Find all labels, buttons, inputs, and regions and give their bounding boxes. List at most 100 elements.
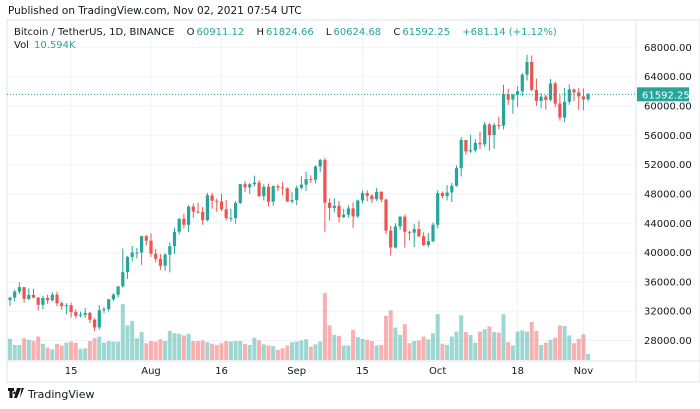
open-label: O	[186, 27, 195, 38]
volume-bar	[332, 334, 337, 360]
high-value: 61824.66	[265, 27, 314, 38]
volume-bar	[327, 325, 332, 360]
candle	[577, 88, 581, 110]
volume-bar	[379, 344, 384, 360]
volume-bar	[431, 333, 435, 360]
candle	[234, 201, 238, 224]
candle-body	[398, 216, 402, 227]
candle-body	[530, 62, 534, 90]
candle-body	[163, 254, 167, 266]
volume-bar	[116, 341, 121, 360]
tradingview-footer[interactable]: TradingView	[8, 388, 94, 401]
volume-bar	[196, 341, 200, 360]
candle-body	[8, 297, 12, 300]
candle-body	[229, 218, 233, 220]
candle-body	[389, 230, 393, 248]
candle-body	[31, 294, 36, 298]
candle	[506, 88, 510, 105]
symbol-title: Bitcoin / TetherUS, 1D, BINANCE	[14, 27, 175, 38]
candle	[534, 78, 538, 106]
candle-body	[469, 150, 473, 152]
candle-body	[196, 211, 200, 213]
candle	[219, 193, 224, 212]
volume-bar	[45, 347, 50, 360]
candle	[309, 175, 313, 183]
candle	[229, 208, 233, 222]
candle-body	[558, 103, 562, 118]
volume-bar	[313, 344, 318, 360]
candle-body	[520, 74, 524, 92]
candle-body	[337, 205, 341, 218]
vol-label: Vol	[14, 40, 29, 51]
volume-bar	[22, 338, 27, 360]
volume-bar	[120, 304, 125, 360]
candle-body	[563, 101, 567, 118]
candle-body	[365, 193, 369, 196]
candle-body	[168, 246, 172, 255]
candle	[365, 190, 369, 202]
candle-body	[158, 258, 162, 266]
volume-bar	[130, 320, 135, 360]
candle-body	[276, 186, 280, 188]
candle	[36, 297, 40, 311]
candle-body	[60, 303, 64, 306]
candle	[163, 252, 167, 271]
candle-body	[426, 241, 430, 246]
candle	[149, 233, 153, 257]
volume-bar	[365, 339, 370, 360]
volume-bar	[238, 341, 243, 360]
volume-bar	[64, 342, 69, 360]
candle	[459, 137, 463, 177]
volume-bar	[285, 345, 290, 360]
volume-bar	[210, 343, 215, 360]
candle-body	[328, 202, 332, 208]
candle	[144, 234, 148, 246]
candle-body	[83, 312, 87, 315]
candle-body	[64, 305, 68, 307]
candle-body	[187, 206, 191, 225]
volume-bar	[459, 315, 464, 360]
low-value: 60624.68	[333, 27, 382, 38]
volume-bar	[111, 341, 116, 360]
candle	[215, 198, 219, 212]
price-tick-label: 60000.00	[644, 102, 692, 113]
volume-bar	[369, 341, 374, 360]
candle	[74, 309, 78, 319]
candle	[454, 165, 459, 187]
candle	[299, 176, 303, 190]
candle-body	[360, 193, 365, 201]
time-tick-label: Sep	[287, 366, 306, 377]
volume-bar	[581, 334, 586, 360]
candle	[313, 165, 318, 184]
candle	[17, 282, 21, 295]
candle	[567, 84, 571, 105]
candle	[243, 181, 247, 192]
candle	[154, 249, 158, 263]
candle-body	[436, 193, 440, 225]
volume-bar	[374, 345, 379, 360]
candle-body	[210, 195, 214, 201]
candle-body	[285, 188, 289, 202]
volume-bar	[572, 343, 576, 360]
vol-value: 10.594K	[33, 40, 76, 51]
last-price-label: 61592.25	[642, 90, 690, 101]
price-tick-label: 52000.00	[644, 160, 692, 171]
volume-bar	[139, 332, 144, 360]
candle	[182, 213, 186, 229]
volume-bar	[214, 344, 219, 360]
candle-body	[149, 240, 153, 254]
volume-bar	[224, 341, 229, 360]
candle	[328, 198, 332, 221]
candle	[436, 190, 440, 229]
volume-bar	[290, 342, 294, 360]
candle-body	[13, 291, 17, 298]
volume-bar	[92, 338, 97, 360]
candle-body	[525, 62, 529, 75]
last-price-badge	[637, 87, 689, 102]
volume-bar	[36, 336, 41, 360]
candle	[370, 193, 374, 204]
volume-bar	[59, 345, 64, 360]
candle-body	[375, 191, 379, 200]
candle-body	[577, 92, 581, 97]
